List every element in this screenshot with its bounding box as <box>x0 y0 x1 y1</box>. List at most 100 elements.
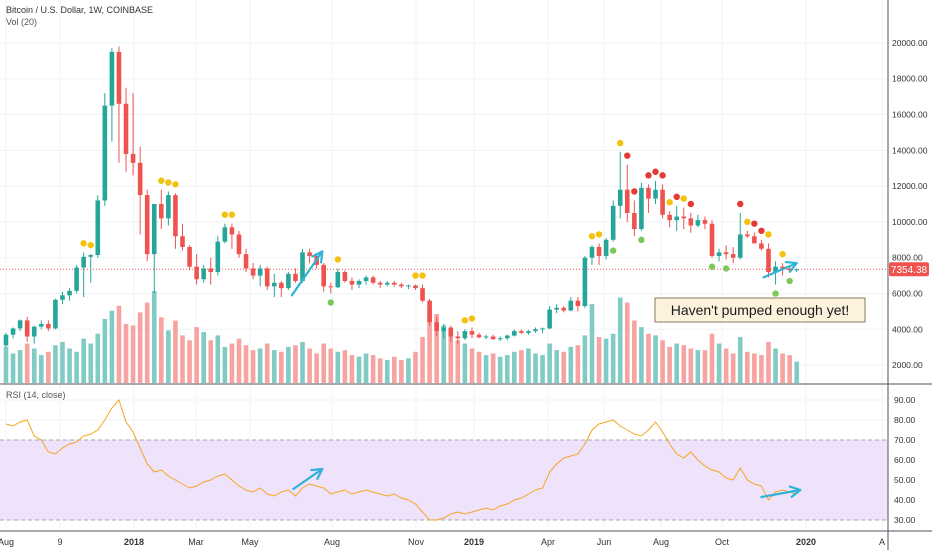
volume-bar <box>335 351 341 383</box>
volume-bar <box>151 291 157 383</box>
candle-body <box>151 204 157 255</box>
volume-bar <box>392 356 397 383</box>
volume-bar <box>589 304 595 383</box>
signal-dot-red <box>659 172 666 179</box>
time-tick-label: Aug <box>653 537 669 547</box>
candle-body <box>166 195 171 219</box>
volume-bar <box>716 343 722 383</box>
volume-bar <box>745 351 750 383</box>
volume-bar <box>476 351 482 383</box>
signal-dot-yellow <box>468 315 476 322</box>
candle-body <box>39 323 44 327</box>
volume-bar <box>39 355 44 383</box>
time-axis-labels: Aug 9 2018 Mar May Aug Nov 2019 Apr Jun Aug Oct 2020… <box>0 537 885 547</box>
candle-body <box>3 334 9 346</box>
volume-bar <box>427 307 432 383</box>
volume-bar <box>603 338 609 383</box>
volume-bar <box>67 348 72 383</box>
volume-bars <box>3 291 800 383</box>
annotation-callout[interactable]: Haven't pumped enough yet! <box>654 297 866 323</box>
volume-bar <box>399 360 404 383</box>
trend-arrow-head-0 <box>311 250 324 264</box>
volume-bar <box>794 361 800 383</box>
volume-bar <box>349 355 355 383</box>
candle-body <box>490 336 496 340</box>
signal-dot-yellow <box>334 256 342 263</box>
volume-bar <box>462 343 468 383</box>
rsi-tick-label: 60.00 <box>894 455 916 465</box>
candle-body <box>483 336 489 338</box>
volume-bar <box>144 302 150 383</box>
volume-bar <box>10 353 16 383</box>
price-tick-label: 14000.00 <box>892 145 928 155</box>
candle-body <box>745 234 750 237</box>
candle-body <box>201 268 206 280</box>
candle-body <box>53 299 58 329</box>
price-tick-label: 8000.00 <box>892 253 923 263</box>
volume-bar <box>173 320 178 383</box>
signal-dot-red <box>624 152 631 159</box>
volume-bar <box>723 348 729 383</box>
volume-bar <box>377 358 383 383</box>
volume-bar <box>483 355 489 383</box>
volume-bar <box>730 353 736 383</box>
signal-dot-yellow <box>765 231 772 238</box>
time-tick-label: 9 <box>57 537 62 547</box>
volume-bar <box>279 351 284 383</box>
signal-dot-yellow <box>744 218 751 226</box>
volume-bar <box>300 341 305 383</box>
candle-body <box>406 285 411 287</box>
volume-bar <box>653 335 658 383</box>
volume-bar <box>123 323 129 383</box>
candle-body <box>561 307 567 311</box>
candle-body <box>116 51 122 104</box>
volume-bar <box>229 343 235 383</box>
volume-bar <box>624 302 630 383</box>
signal-dot-red <box>652 168 659 175</box>
volume-bar <box>102 318 108 383</box>
time-tick-label: Oct <box>715 537 730 547</box>
trend-arrow-head-2 <box>310 467 324 480</box>
volume-bar <box>667 346 672 383</box>
volume-bar <box>646 333 651 383</box>
volume-bar <box>208 340 214 383</box>
signal-dot-green <box>786 277 793 285</box>
volume-bar <box>759 355 764 383</box>
candle-body <box>617 189 623 206</box>
signal-dot-yellow <box>172 181 179 188</box>
candle-body <box>681 216 687 219</box>
signal-dot-yellow <box>588 232 596 240</box>
volume-bar <box>554 350 559 383</box>
candle-body <box>74 267 79 291</box>
candle-body <box>610 205 616 240</box>
candle-body <box>215 241 221 273</box>
candle-body <box>271 282 277 287</box>
time-tick-label: Mar <box>188 537 204 547</box>
candle-body <box>462 331 468 339</box>
candle-body <box>455 336 461 339</box>
volume-bar <box>469 348 475 383</box>
volume-bar <box>526 348 531 383</box>
signal-dot-yellow <box>412 272 419 279</box>
signal-dot-yellow <box>80 240 87 247</box>
candlesticks <box>3 46 800 348</box>
candle-body <box>653 189 658 199</box>
volume-bar <box>250 350 256 383</box>
volume-bar <box>561 351 567 383</box>
candle-body <box>632 212 637 230</box>
volume-bar <box>194 327 199 383</box>
signal-dot-red <box>751 220 758 227</box>
trend-arrows <box>290 250 802 499</box>
price-badge-text: 7354.38 <box>891 265 928 276</box>
candle-body <box>257 268 263 276</box>
volume-bar <box>81 338 86 383</box>
volume-bar <box>547 343 552 383</box>
volume-bar <box>363 353 369 383</box>
candle-body <box>448 327 454 337</box>
rsi-tick-label: 50.00 <box>894 475 916 485</box>
volume-bar <box>674 343 679 383</box>
volume-bar <box>17 350 23 383</box>
candle-body <box>88 255 94 257</box>
volume-bar <box>166 330 171 383</box>
